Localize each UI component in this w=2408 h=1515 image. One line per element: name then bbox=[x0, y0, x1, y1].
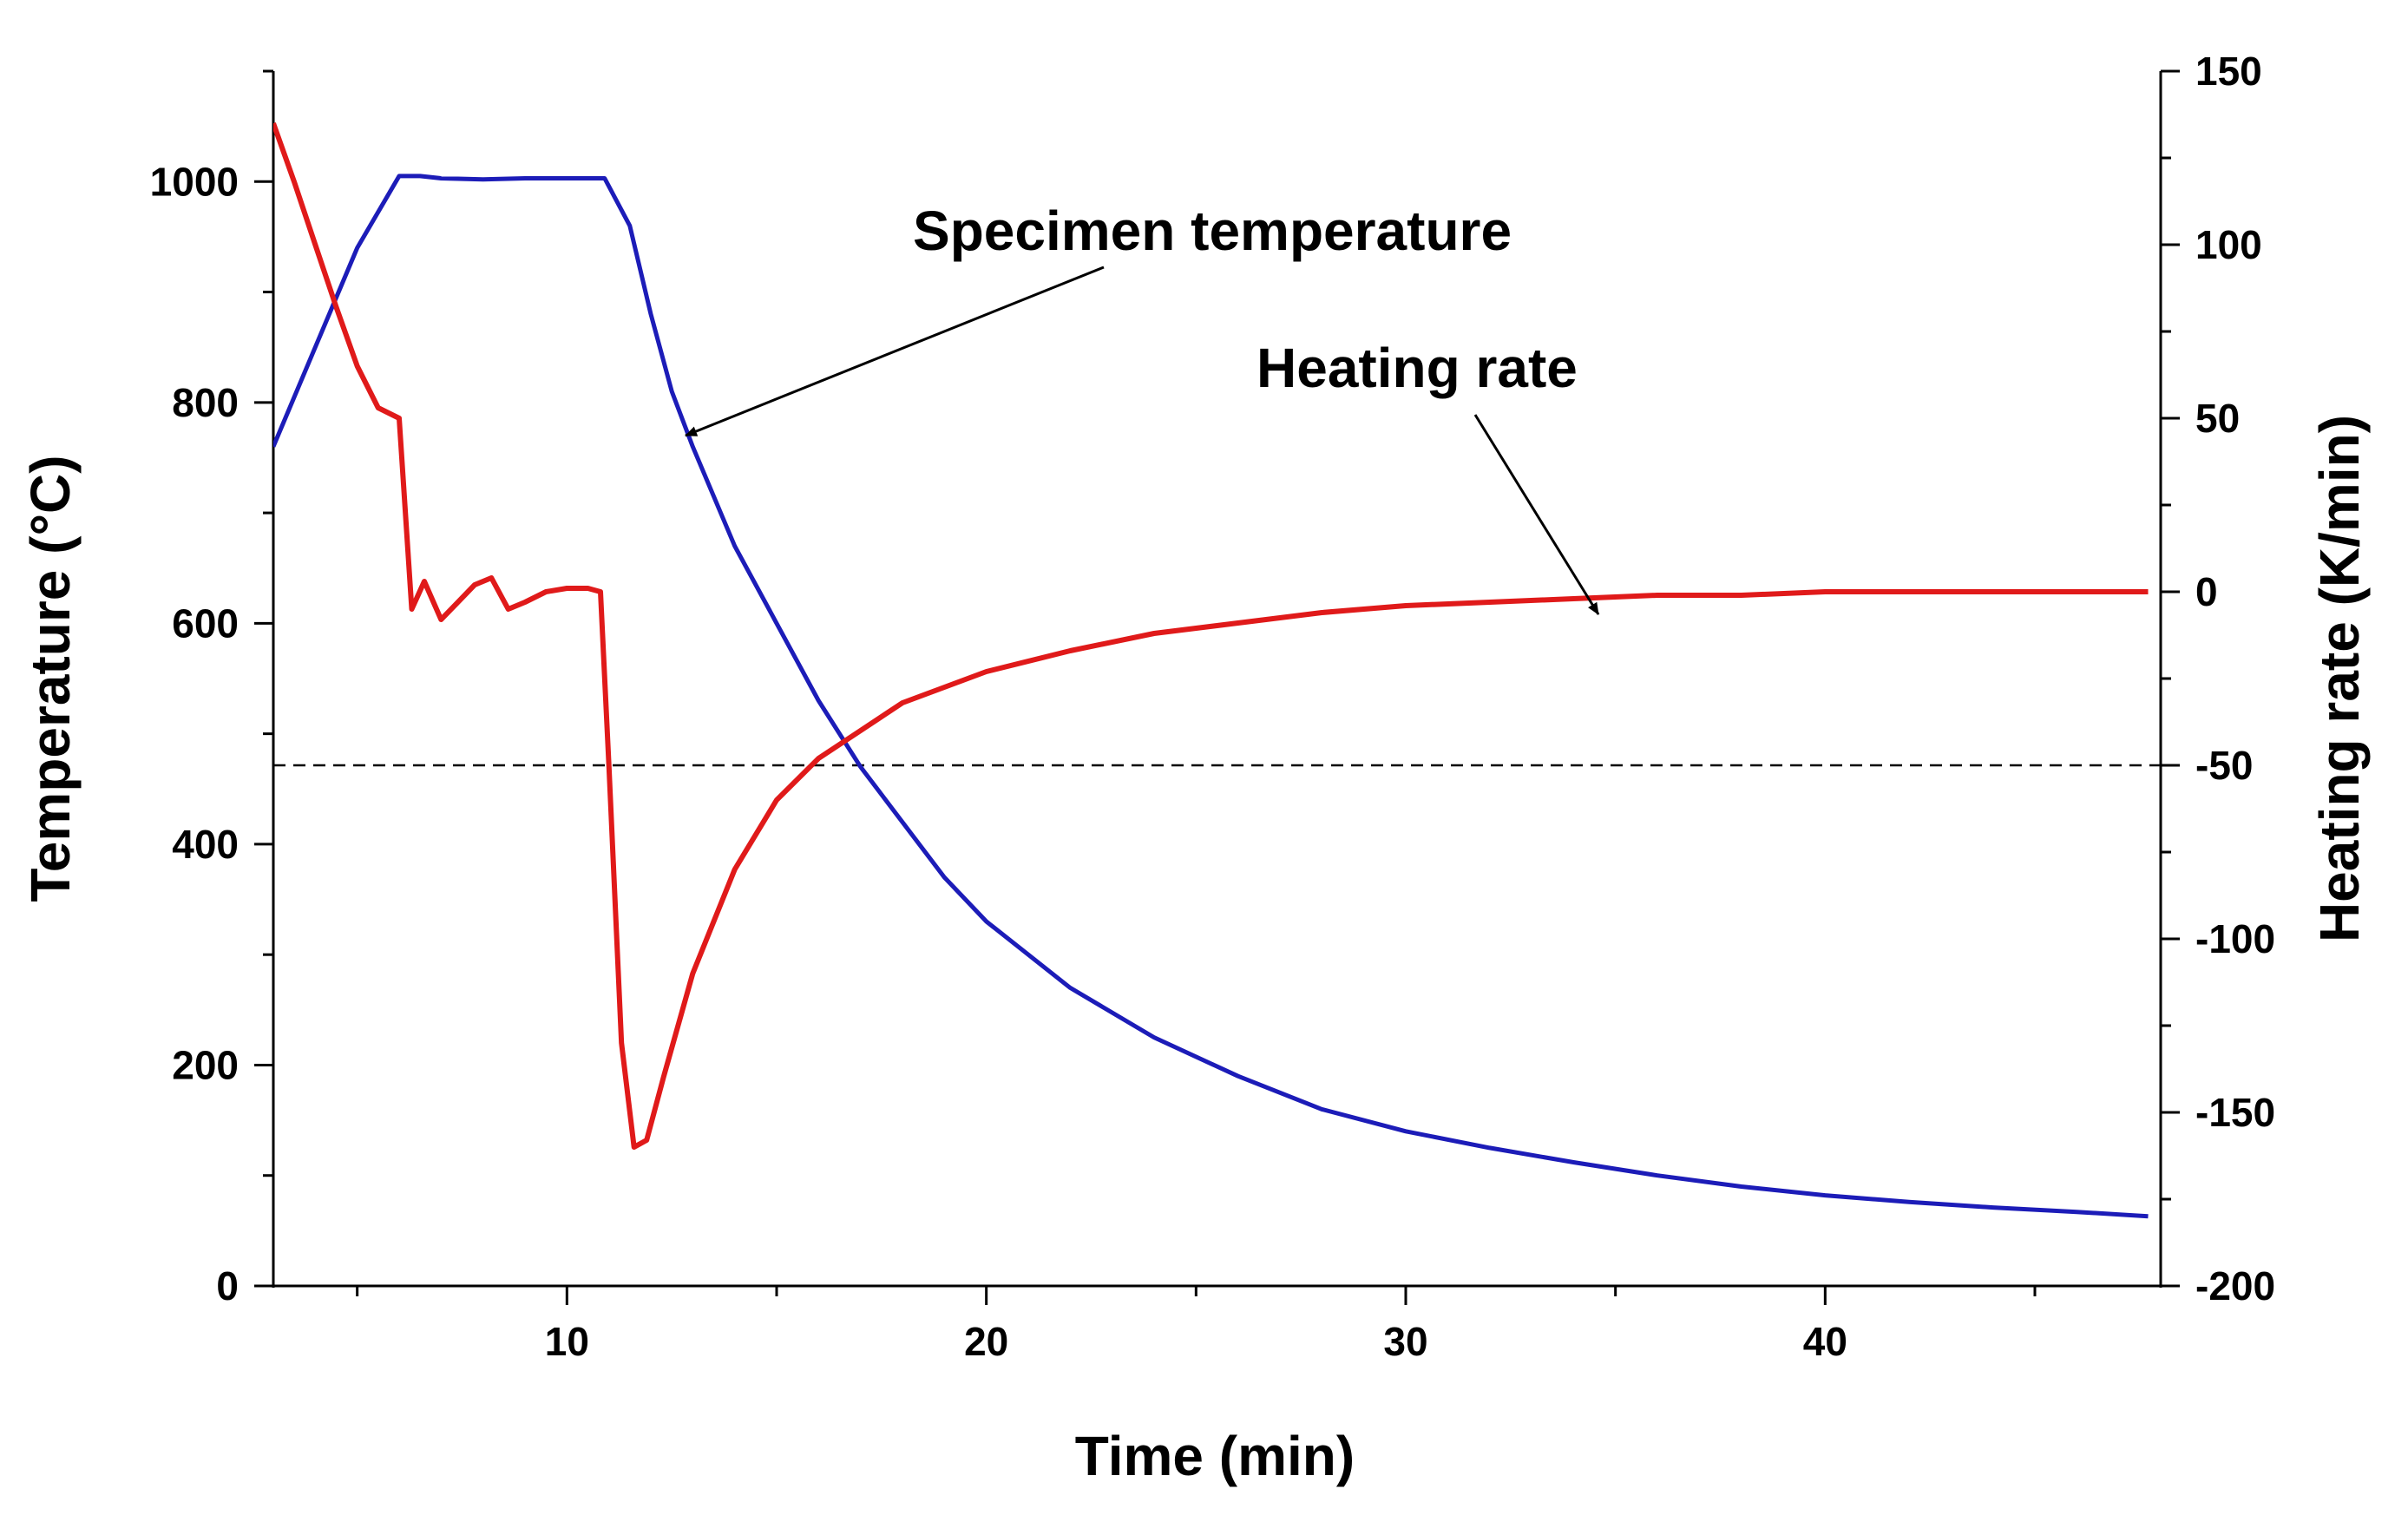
x-axis-title: Time (min) bbox=[1075, 1425, 1355, 1487]
right-y-tick-label: 150 bbox=[2195, 49, 2262, 94]
annotation-specimen-temperature: Specimen temperature bbox=[913, 200, 1512, 262]
x-tick-label: 20 bbox=[964, 1319, 1008, 1364]
x-tick-label: 30 bbox=[1383, 1319, 1427, 1364]
right-y-axis-title: Heating rate (K/min) bbox=[2308, 415, 2371, 942]
right-y-tick-label: -200 bbox=[2195, 1263, 2275, 1308]
x-tick-label: 10 bbox=[545, 1319, 589, 1364]
left-y-tick-label: 400 bbox=[172, 822, 239, 867]
right-y-tick-label: -50 bbox=[2195, 743, 2253, 788]
annotation-arrow-heating-rate bbox=[1473, 414, 1600, 615]
annotation-arrow-specimen-temperature bbox=[685, 266, 1105, 437]
left-y-tick-label: 1000 bbox=[150, 159, 239, 204]
series-line-heating-rate bbox=[273, 121, 2149, 1150]
x-tick-label: 40 bbox=[1803, 1319, 1847, 1364]
annotation-heating-rate: Heating rate bbox=[1256, 337, 1578, 399]
left-y-tick-label: 200 bbox=[172, 1042, 239, 1087]
right-y-tick-label: 100 bbox=[2195, 222, 2262, 267]
right-y-tick-label: 50 bbox=[2195, 396, 2240, 441]
left-y-tick-label: 0 bbox=[216, 1263, 239, 1308]
series-line-specimen-temperature bbox=[273, 174, 2149, 1219]
left-y-tick-label: 600 bbox=[172, 600, 239, 646]
left-y-tick-label: 800 bbox=[172, 380, 239, 425]
right-y-tick-label: -150 bbox=[2195, 1090, 2275, 1135]
right-y-tick-label: 0 bbox=[2195, 569, 2218, 614]
left-y-axis-title: Temperature (°C) bbox=[19, 455, 82, 902]
right-y-tick-label: -100 bbox=[2195, 916, 2275, 961]
